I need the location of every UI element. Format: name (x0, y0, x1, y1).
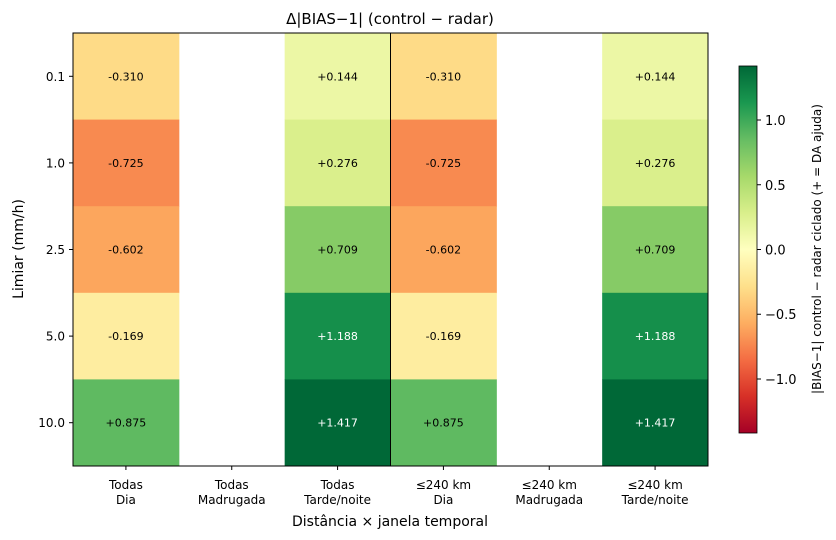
colorbar-tick-label: −0.5 (765, 308, 797, 323)
cell-value-label: +0.875 (106, 417, 147, 430)
y-tick-label: 0.1 (46, 70, 65, 84)
x-tick-label: Todas Tarde/noite (303, 478, 371, 507)
x-tick-label: ≤240 km Dia (416, 478, 471, 507)
heatmap-cell (73, 379, 180, 467)
heatmap-cell (284, 292, 391, 380)
cell-value-label: +0.276 (635, 157, 676, 170)
y-tick-label: 2.5 (46, 243, 65, 257)
colorbar-tick-label: −1.0 (765, 373, 797, 388)
heatmap-cell (73, 206, 180, 294)
cell-value-label: -0.725 (108, 157, 143, 170)
heatmap-cell (602, 206, 709, 294)
heatmap-cells (73, 33, 709, 467)
heatmap-cell (73, 119, 180, 207)
heatmap-cell (390, 206, 497, 294)
cell-value-label: +0.144 (317, 70, 358, 83)
cell-value-label: +1.188 (635, 330, 676, 343)
y-tick-label: 10.0 (38, 416, 65, 430)
cell-value-label: +0.875 (423, 417, 464, 430)
cell-value-label: -0.169 (108, 330, 143, 343)
x-axis-ticks: Todas Dia Todas Madrugada Todas Tarde/noite ≤2… (108, 466, 689, 507)
cell-value-label: +0.709 (635, 244, 676, 257)
heatmap-cell (390, 292, 497, 380)
cell-value-label: -0.169 (426, 330, 461, 343)
cell-value-label: -0.602 (426, 244, 461, 257)
x-tick-label: ≤240 km Madrugada (515, 478, 583, 507)
heatmap-cell (390, 33, 497, 121)
heatmap-cell (73, 292, 180, 380)
y-axis-ticks: 0.1 1.0 2.5 5.0 10.0 (38, 70, 73, 430)
y-tick-label: 1.0 (46, 156, 65, 170)
heatmap-cell (602, 379, 709, 467)
cell-value-label: +1.417 (317, 417, 358, 430)
cell-value-label: -0.310 (426, 70, 461, 83)
y-axis-label: Limiar (mm/h) (11, 199, 27, 299)
heatmap-cell (73, 33, 180, 121)
heatmap-cell (390, 379, 497, 467)
cell-value-label: +1.417 (635, 417, 676, 430)
chart-title: Δ|BIAS−1| (control − radar) (286, 10, 494, 28)
heatmap-cell (284, 119, 391, 207)
colorbar-label: |BIAS−1| control − radar ciclado (+ = DA… (810, 104, 824, 394)
colorbar-tick-label: 0.5 (765, 179, 786, 194)
cell-value-label: +1.188 (317, 330, 358, 343)
heatmap-cell (602, 33, 709, 121)
cell-value-label: -0.602 (108, 244, 143, 257)
cell-value-label: +0.144 (635, 70, 676, 83)
cell-value-label: -0.310 (108, 70, 143, 83)
cell-value-label: -0.725 (426, 157, 461, 170)
colorbar-ticks: 1.0 0.5 0.0 −0.5 −1.0 (757, 114, 797, 388)
x-axis-label: Distância × janela temporal (292, 514, 488, 530)
cell-value-label: +0.276 (317, 157, 358, 170)
x-tick-label: Todas Dia (108, 478, 143, 507)
colorbar-tick-label: 1.0 (765, 114, 786, 129)
y-tick-label: 5.0 (46, 330, 65, 344)
heatmap-cell (602, 119, 709, 207)
heatmap-cell (390, 119, 497, 207)
colorbar-tick-label: 0.0 (765, 244, 786, 259)
x-tick-label: Todas Madrugada (198, 478, 266, 507)
colorbar (738, 65, 758, 434)
cell-value-label: +0.709 (317, 244, 358, 257)
x-tick-label: ≤240 km Tarde/noite (621, 478, 689, 507)
heatmap-cell-labels: -0.310 +0.144 -0.310 +0.144 -0.725 +0.276 -0.7… (106, 70, 676, 429)
heatmap-cell (602, 292, 709, 380)
heatmap-cell (284, 206, 391, 294)
heatmap-cell (284, 379, 391, 467)
heatmap-cell (284, 33, 391, 121)
